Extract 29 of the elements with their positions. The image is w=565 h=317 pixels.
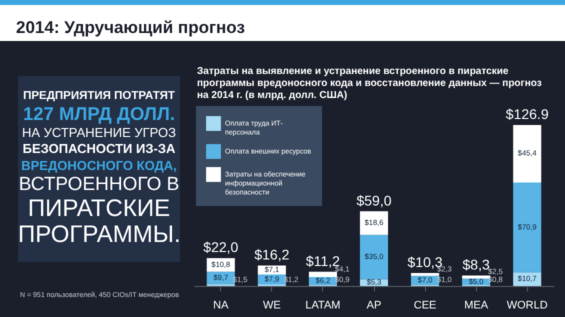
text: БЕЗОПАСНОСТИ ИЗ-ЗА bbox=[22, 141, 176, 157]
x-tick-label: LATAM bbox=[305, 300, 340, 312]
text: ПРЕДПРИЯТИЯ ПОТРАТЯТ bbox=[22, 90, 176, 103]
bar bbox=[360, 211, 388, 235]
bar bbox=[360, 234, 388, 280]
text: ВРЕДОНОСНОГО КОДА, bbox=[20, 158, 178, 174]
text: 127 МЛРД ДОЛЛ. bbox=[22, 102, 176, 125]
x-tick-label: MEA bbox=[464, 300, 489, 312]
x-tick-label: CEE bbox=[414, 300, 436, 312]
total-label: $8,3 bbox=[462, 256, 490, 272]
total-label: $22,0 bbox=[203, 239, 239, 256]
text: НА УСТРАНЕНИЕ УГРОЗ bbox=[20, 124, 178, 140]
text: ПИРАТСКИЕ bbox=[26, 194, 172, 222]
total-label: $16,2 bbox=[254, 246, 290, 262]
x-tick-label: NA bbox=[213, 300, 230, 312]
bar bbox=[411, 272, 440, 276]
chart-title: 2014: Удручающий прогноз bbox=[16, 18, 245, 38]
total-label: $11,2 bbox=[306, 252, 340, 269]
chart-subtitle: Затраты на выявление и устранение встроенного в пиратские программы вредоносного кода и восстановление данных — прогноз на 2014 г. (в млрд. долл. США) bbox=[197, 66, 542, 102]
bar bbox=[513, 124, 542, 183]
bar bbox=[308, 272, 337, 277]
text: ПРОГРАММЫ. bbox=[18, 221, 181, 250]
x-tick-label: AP bbox=[366, 300, 382, 312]
total-label: $126.9 bbox=[506, 106, 549, 122]
bar bbox=[513, 182, 542, 272]
x-tick-label: WORLD bbox=[506, 300, 548, 312]
text: ВСТРОЕННОГО В bbox=[18, 174, 180, 196]
x-tick-label: WE bbox=[263, 300, 281, 312]
total-label: $59,0 bbox=[356, 192, 392, 208]
